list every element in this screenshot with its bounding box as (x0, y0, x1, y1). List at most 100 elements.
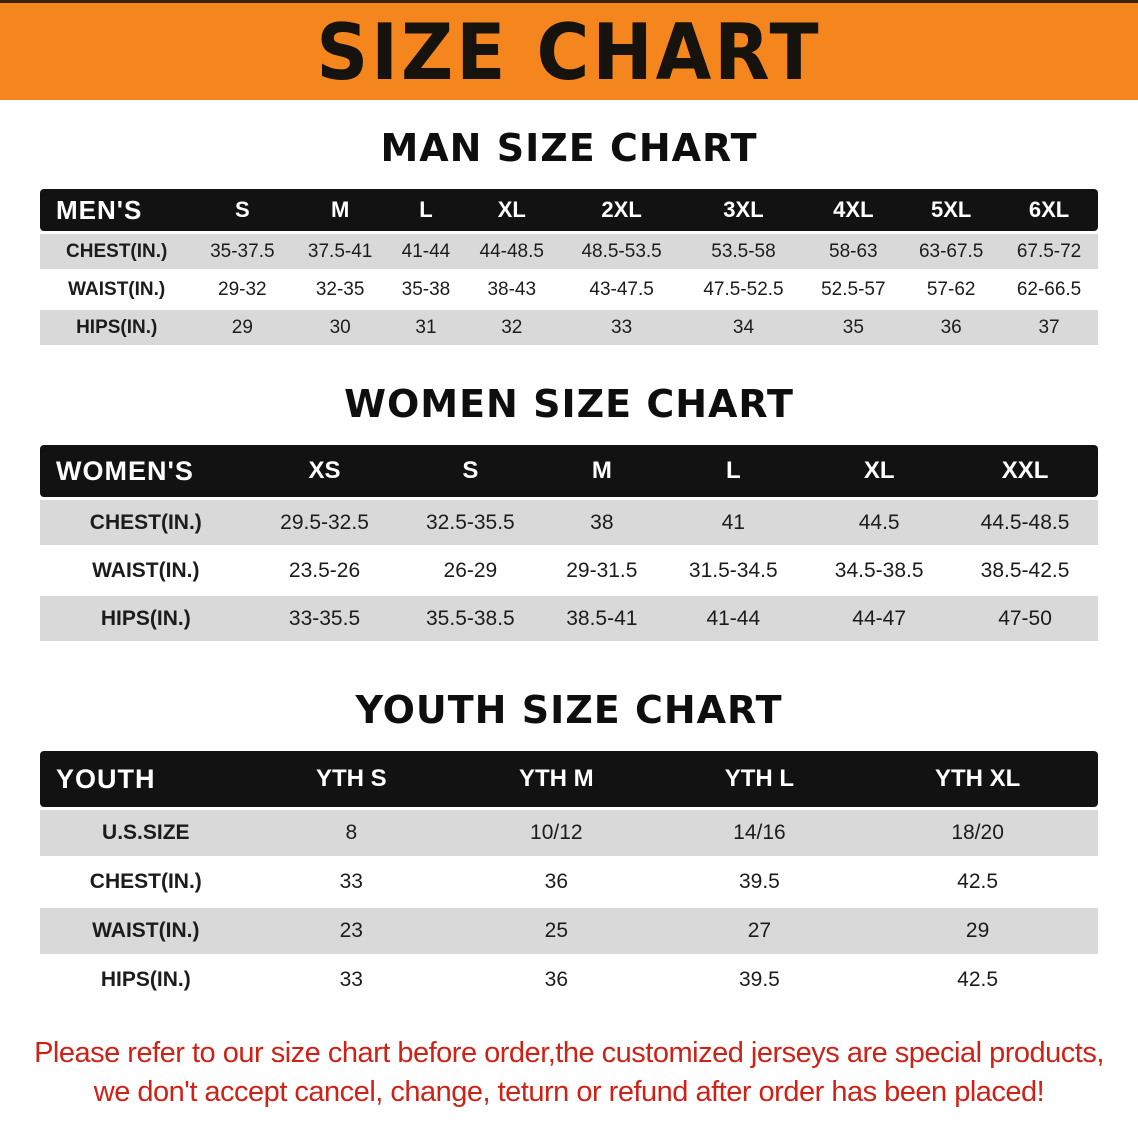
women-value-cell: 41 (660, 500, 807, 545)
men-value-cell: 63-67.5 (902, 234, 1001, 269)
women-size-table: WOMEN'S XS S M L XL XXL CHEST(IN.) 29.5-32.5 32.5… (40, 442, 1098, 644)
women-value-cell: 23.5-26 (288, 558, 361, 582)
men-size-table-container: MEN'S S M L XL 2XL 3XL 4XL 5XL 6XL CHEST(IN.) 35-37… (40, 186, 1098, 348)
women-data-row: CHEST(IN.) 29.5-32.5 32.5-35.5 38 41 44.5 44.5… (40, 500, 1098, 545)
youth-value-cell: 25 (451, 908, 662, 954)
women-size-col-header: L (660, 445, 807, 497)
men-value-cell: 52.5-57 (821, 278, 886, 300)
men-size-col-header: 6XL (1000, 189, 1098, 231)
women-value-cell: 41-44 (660, 596, 807, 641)
youth-data-row: U.S.SIZE 8 10/12 14/16 18/20 (40, 810, 1098, 856)
women-size-table-container: WOMEN'S XS S M L XL XXL CHEST(IN.) 29.5-32.5 32.5… (40, 442, 1098, 644)
youth-row-label: HIPS(IN.) (100, 968, 191, 991)
men-size-table: MEN'S S M L XL 2XL 3XL 4XL 5XL 6XL CHEST(IN.) 35-37… (40, 186, 1098, 348)
youth-corner-header: YOUTH (40, 751, 252, 807)
men-value-cell: 47.5-52.5 (703, 278, 784, 300)
men-value-cell: 58-63 (804, 234, 903, 269)
men-value-cell: 37.5-41 (291, 234, 390, 269)
youth-value-cell: 33 (339, 968, 363, 991)
women-size-col-header: XS (251, 445, 398, 497)
youth-value-cell: 29 (857, 908, 1098, 954)
men-value-cell: 44-48.5 (462, 234, 561, 269)
women-row-label: WAIST(IN.) (92, 558, 200, 582)
women-size-col-header: XXL (952, 445, 1098, 497)
youth-size-col-header: YTH S (251, 751, 451, 807)
women-header-row: WOMEN'S XS S M L XL XXL (40, 445, 1098, 497)
women-value-cell: 29-31.5 (566, 558, 638, 582)
men-data-row: HIPS(IN.) 29 30 31 32 33 34 35 36 37 (40, 310, 1098, 345)
youth-size-col-header: YTH L (661, 751, 858, 807)
youth-value-cell: 8 (251, 810, 451, 856)
men-row-label: WAIST(IN.) (68, 278, 166, 300)
youth-data-row: HIPS(IN.) 33 36 39.5 42.5 (40, 957, 1098, 1003)
youth-value-cell: 42.5 (957, 870, 999, 893)
youth-value-cell: 27 (661, 908, 858, 954)
men-value-cell: 43-47.5 (589, 278, 654, 300)
women-data-row: WAIST(IN.) 23.5-26 26-29 29-31.5 31.5-34.5 34… (40, 548, 1098, 593)
youth-size-chart-title: YOUTH SIZE CHART (355, 688, 783, 732)
women-value-cell: 44.5 (806, 500, 953, 545)
women-value-cell: 44-47 (806, 596, 953, 641)
men-value-cell: 32-35 (315, 278, 365, 300)
men-size-col-header: 4XL (804, 189, 903, 231)
men-size-col-header: XL (462, 189, 561, 231)
youth-value-cell: 14/16 (661, 810, 858, 856)
men-value-cell: 29 (193, 310, 292, 345)
men-value-cell: 35-38 (401, 278, 451, 300)
women-value-cell: 38.5-42.5 (980, 558, 1070, 582)
men-value-cell: 41-44 (389, 234, 463, 269)
order-policy-line-1: Please refer to our size chart before or… (34, 1037, 1104, 1069)
youth-value-cell: 42.5 (957, 968, 999, 991)
men-header-row: MEN'S S M L XL 2XL 3XL 4XL 5XL 6XL (40, 189, 1098, 231)
women-corner-header: WOMEN'S (40, 445, 252, 497)
women-value-cell: 35.5-38.5 (397, 596, 544, 641)
men-data-row: CHEST(IN.) 35-37.5 37.5-41 41-44 44-48.5 48.5… (40, 234, 1098, 269)
youth-row-label: U.S.SIZE (40, 810, 252, 856)
women-value-cell: 38 (543, 500, 661, 545)
women-row-label: CHEST(IN.) (40, 500, 252, 545)
women-value-cell: 38.5-41 (543, 596, 661, 641)
men-value-cell: 32 (462, 310, 561, 345)
youth-value-cell: 23 (251, 908, 451, 954)
youth-value-cell: 39.5 (738, 870, 780, 893)
men-value-cell: 62-66.5 (1016, 278, 1082, 300)
women-value-cell: 31.5-34.5 (688, 558, 778, 582)
youth-data-row: WAIST(IN.) 23 25 27 29 (40, 908, 1098, 954)
men-corner-header: MEN'S (40, 189, 194, 231)
youth-value-cell: 39.5 (738, 968, 780, 991)
men-size-col-header: M (291, 189, 390, 231)
men-value-cell: 36 (902, 310, 1001, 345)
women-value-cell: 32.5-35.5 (397, 500, 544, 545)
women-size-col-header: S (397, 445, 544, 497)
youth-row-label: WAIST(IN.) (40, 908, 252, 954)
men-value-cell: 53.5-58 (682, 234, 805, 269)
women-size-col-header: M (543, 445, 661, 497)
men-row-label: HIPS(IN.) (40, 310, 194, 345)
youth-data-row: CHEST(IN.) 33 36 39.5 42.5 (40, 859, 1098, 905)
youth-header-row: YOUTH YTH S YTH M YTH L YTH XL (40, 751, 1098, 807)
men-data-row: WAIST(IN.) 29-32 32-35 35-38 38-43 43-47.5 47.… (40, 272, 1098, 307)
men-value-cell: 31 (389, 310, 463, 345)
women-value-cell: 47-50 (952, 596, 1098, 641)
men-size-col-header: 3XL (682, 189, 805, 231)
youth-value-cell: 10/12 (451, 810, 662, 856)
women-data-row: HIPS(IN.) 33-35.5 35.5-38.5 38.5-41 41-44 44-… (40, 596, 1098, 641)
youth-size-col-header: YTH M (451, 751, 662, 807)
youth-size-table: YOUTH YTH S YTH M YTH L YTH XL U.S.SIZE 8 10/12… (40, 748, 1098, 1006)
men-value-cell: 48.5-53.5 (560, 234, 683, 269)
youth-value-cell: 36 (544, 870, 568, 893)
men-value-cell: 35 (804, 310, 903, 345)
women-size-col-header: XL (806, 445, 953, 497)
men-value-cell: 67.5-72 (1000, 234, 1098, 269)
men-size-col-header: 2XL (560, 189, 683, 231)
order-policy-notice: Please refer to our size chart before or… (0, 1034, 1138, 1112)
men-size-col-header: 5XL (902, 189, 1001, 231)
men-value-cell: 30 (291, 310, 390, 345)
size-chart-banner: SIZE CHART (0, 0, 1138, 100)
men-size-col-header: S (193, 189, 292, 231)
women-value-cell: 34.5-38.5 (834, 558, 924, 582)
youth-size-table-container: YOUTH YTH S YTH M YTH L YTH XL U.S.SIZE 8 10/12… (40, 748, 1098, 1006)
women-row-label: HIPS(IN.) (40, 596, 252, 641)
youth-value-cell: 33 (339, 870, 363, 893)
youth-value-cell: 36 (544, 968, 568, 991)
